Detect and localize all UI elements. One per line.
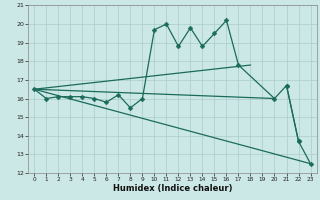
X-axis label: Humidex (Indice chaleur): Humidex (Indice chaleur) (113, 184, 232, 193)
